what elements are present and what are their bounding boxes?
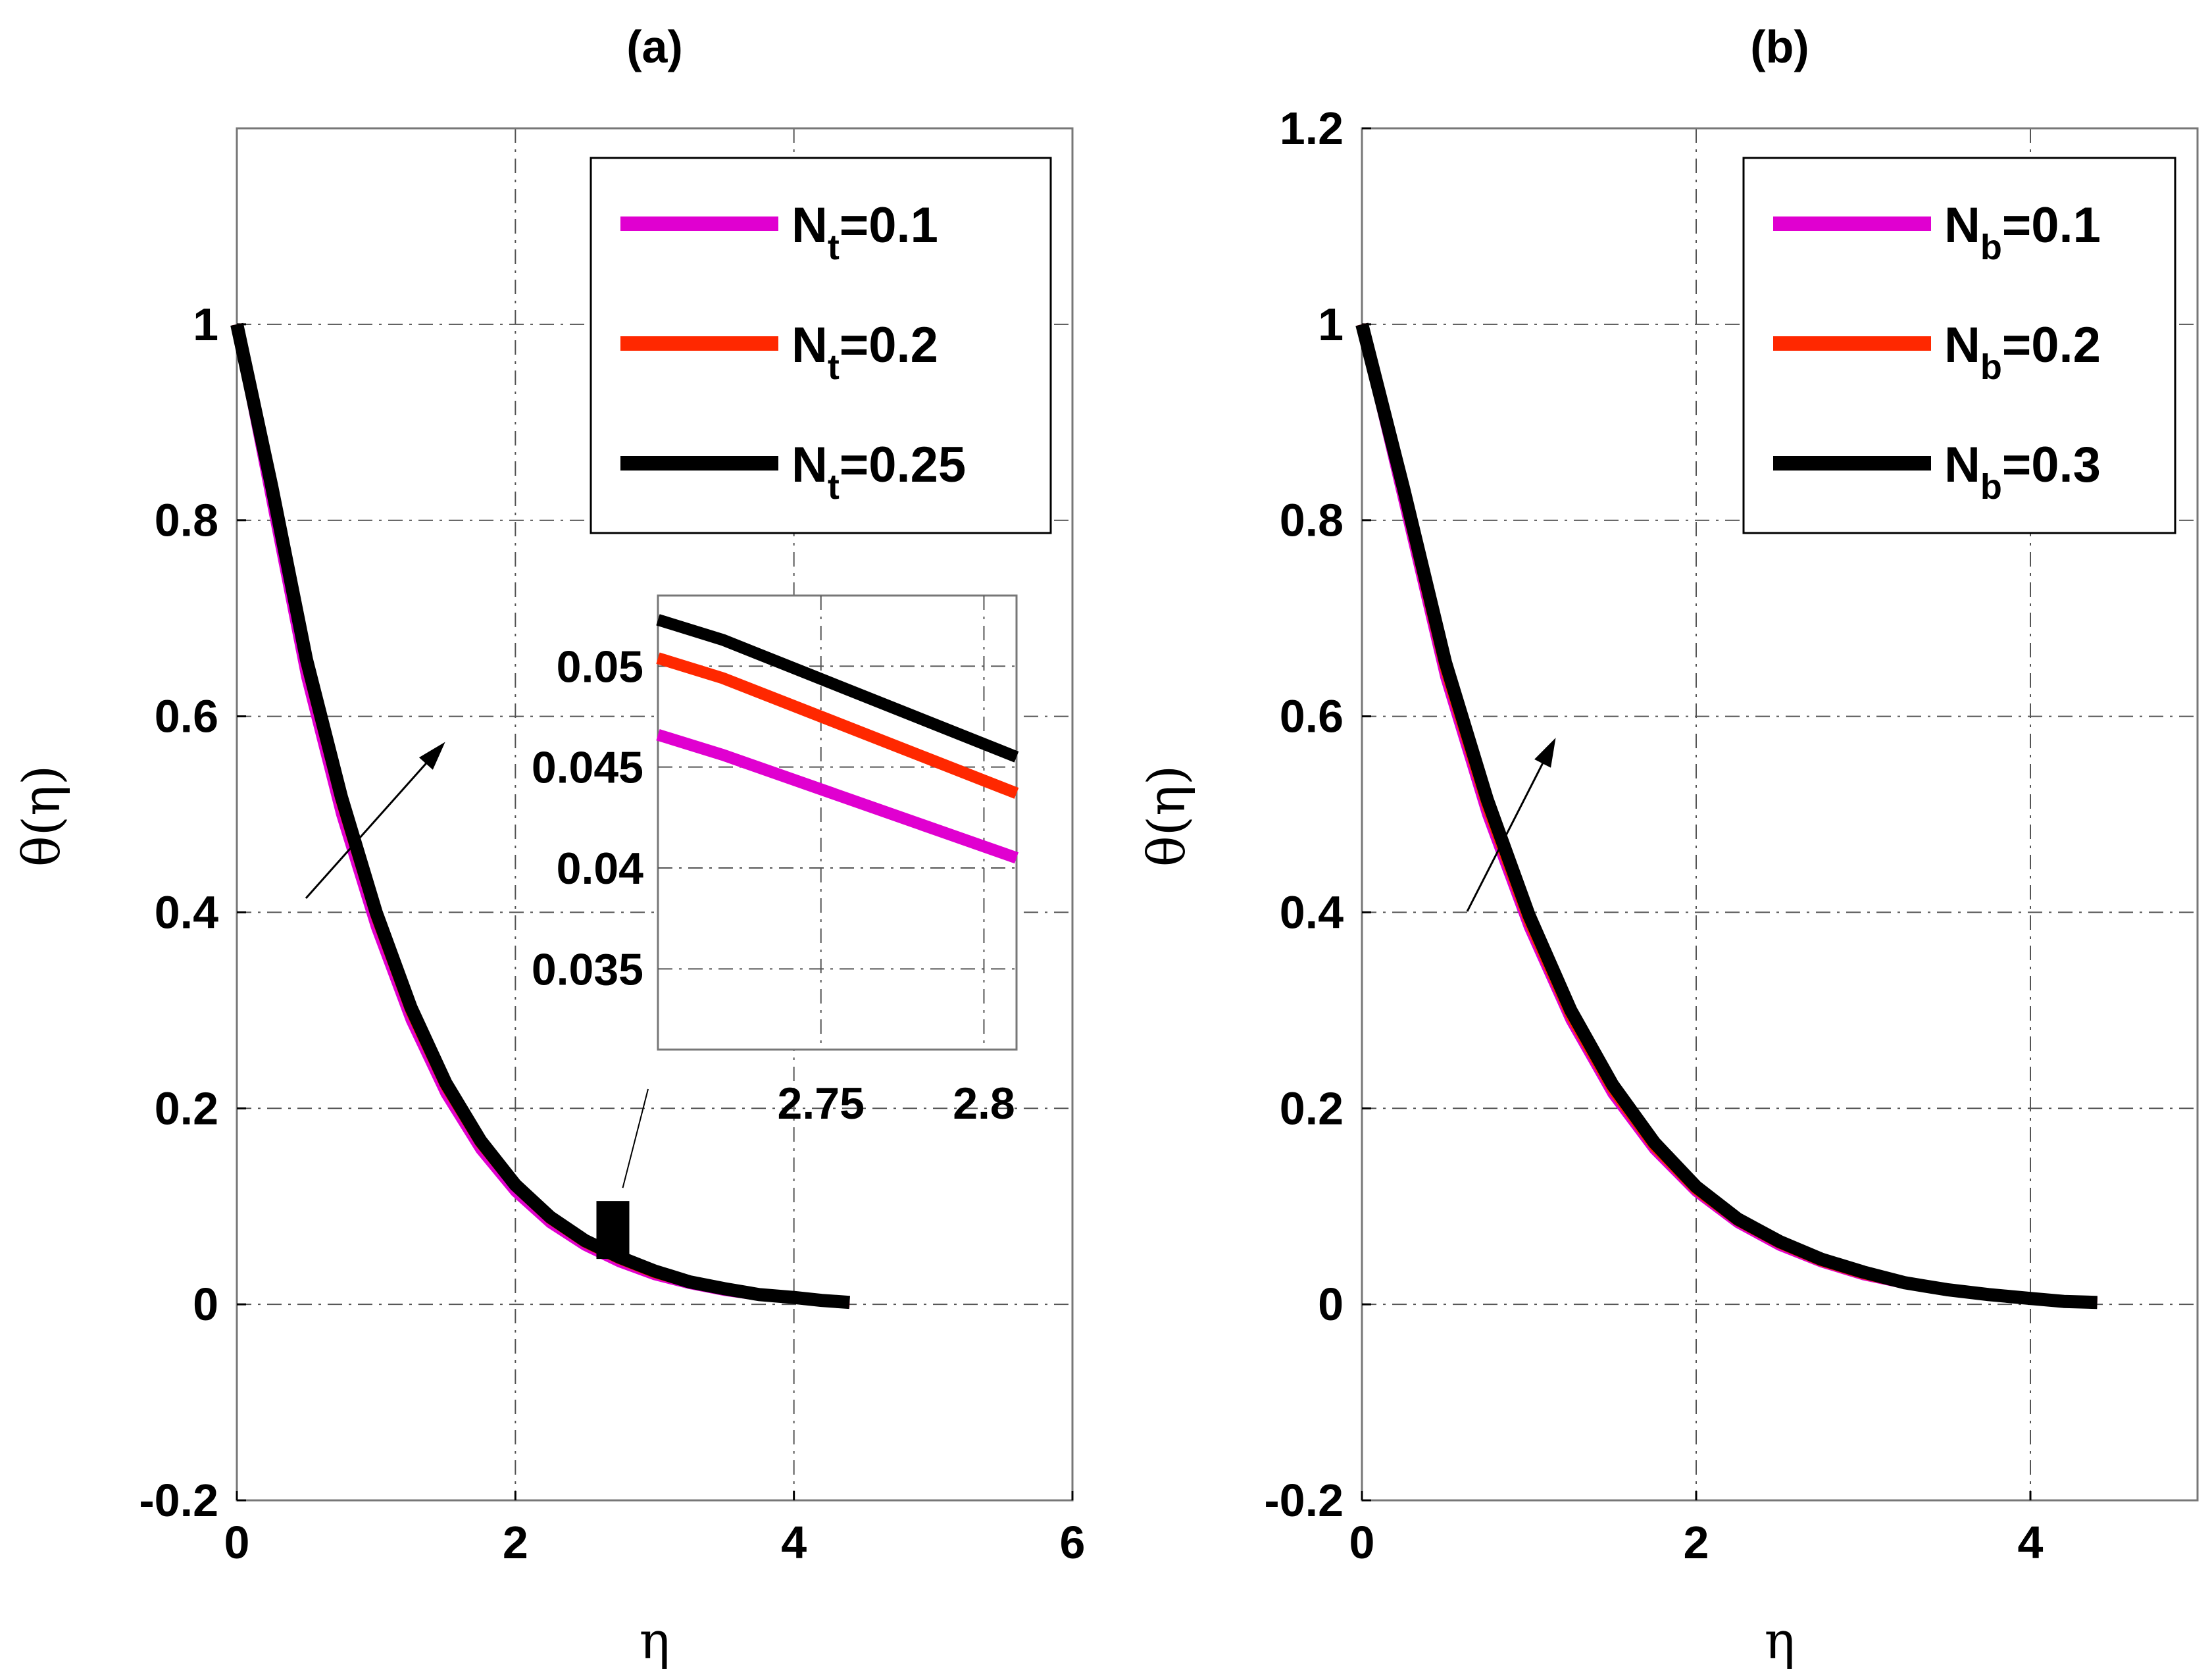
y-tick-label: 0.8 <box>1280 495 1344 546</box>
y-tick-label: 0.2 <box>1280 1082 1344 1134</box>
legend-value: =0.25 <box>840 437 966 493</box>
legend-subscript: b <box>1980 467 2002 507</box>
panel-title: (b) <box>1750 21 1809 72</box>
legend-subscript: t <box>828 347 840 387</box>
y-tick-label: 0 <box>193 1279 218 1330</box>
zoom-connector <box>622 1088 649 1188</box>
legend-label-3: Nt=0.25 <box>792 437 966 507</box>
y-axis-label: θ(η) <box>13 765 72 867</box>
legend-label-2: Nt=0.2 <box>792 317 938 387</box>
legend-N: N <box>1944 437 1980 493</box>
y-tick-label: 0.6 <box>155 691 218 742</box>
axes-frame <box>1361 127 2199 1502</box>
y-tick-label: 1.2 <box>1280 103 1344 154</box>
zoom-marker <box>596 1201 630 1260</box>
inset-frame <box>657 594 1018 1051</box>
legend-N: N <box>1944 197 1980 253</box>
x-axis-label: η <box>640 1612 670 1671</box>
inset-y-tick-label: 0.05 <box>557 642 643 692</box>
legend-subscript: t <box>828 228 840 267</box>
inset-y-tick-label: 0.04 <box>557 844 644 894</box>
legend-value: =0.1 <box>840 197 938 253</box>
y-tick-label: -0.2 <box>1264 1475 1344 1526</box>
legend: Nb=0.1Nb=0.2Nb=0.3 <box>1742 157 2176 534</box>
legend-label-1: Nt=0.1 <box>792 197 938 267</box>
panel-title: (a) <box>626 21 683 72</box>
x-tick-label: 2 <box>503 1517 528 1568</box>
legend-value: =0.3 <box>2002 437 2101 493</box>
inset-series-line-1 <box>656 729 1018 864</box>
legend-N: N <box>792 197 828 253</box>
inset-series-line-2 <box>656 652 1019 799</box>
y-tick-label: 1 <box>1318 299 1344 350</box>
inset-x-tick-label: 2.75 <box>778 1079 865 1129</box>
legend-label-1: Nb=0.1 <box>1944 197 2101 267</box>
y-tick-label: 1 <box>193 299 218 350</box>
y-axis-label: θ(η) <box>1138 765 1197 867</box>
trend-arrow-head <box>418 742 445 770</box>
inset-y-tick-label: 0.045 <box>532 743 643 793</box>
x-tick-label: 0 <box>224 1517 250 1568</box>
trend-arrow <box>305 745 442 899</box>
panel-b: 0 2 4-0.200.20.40.60.811.2(b)ηθ(η)Nb=0.1Nb… <box>1138 21 2199 1671</box>
trend-arrow-head <box>1534 738 1556 768</box>
legend-label-3: Nb=0.3 <box>1944 437 2101 507</box>
legend-N: N <box>792 437 828 493</box>
x-tick-label: 0 <box>1349 1517 1375 1568</box>
x-tick-label: 2 <box>1684 1517 1709 1568</box>
legend-subscript: b <box>1980 347 2002 387</box>
panel-a: 0 2 4 6-0.200.20.40.60.81(a)ηθ(η)Nt=0.1Nt=0… <box>13 21 1085 1671</box>
inset: 2.75 2.8 0.035 0.04 0.045 0.05 <box>532 594 1019 1129</box>
legend-value: =0.2 <box>2002 317 2101 373</box>
y-tick-label: 0.4 <box>155 886 218 938</box>
legend: Nt=0.1Nt=0.2Nt=0.25 <box>590 157 1052 534</box>
legend-value: =0.2 <box>840 317 938 373</box>
inset-x-tick-label: 2.8 <box>953 1079 1015 1129</box>
y-tick-label: 0.2 <box>155 1082 218 1134</box>
series-line-3 <box>230 322 851 1310</box>
x-tick-label: 4 <box>2018 1517 2044 1568</box>
legend-label-2: Nb=0.2 <box>1944 317 2101 387</box>
y-tick-label: 0.4 <box>1280 886 1344 938</box>
legend-subscript: b <box>1980 228 2002 267</box>
y-tick-label: -0.2 <box>139 1475 218 1526</box>
trend-arrow <box>1466 742 1554 912</box>
legend-N: N <box>792 317 828 373</box>
inset-series-line-3 <box>656 614 1019 763</box>
y-tick-label: 0.6 <box>1280 691 1344 742</box>
x-axis-label: η <box>1765 1612 1796 1671</box>
x-tick-label: 6 <box>1060 1517 1086 1568</box>
series-line-3 <box>1355 322 2098 1310</box>
legend-subscript: t <box>828 467 840 507</box>
axes-frame <box>236 127 1074 1502</box>
x-tick-label: 4 <box>781 1517 807 1568</box>
legend-N: N <box>1944 317 1980 373</box>
y-tick-label: 0.8 <box>155 495 218 546</box>
legend-value: =0.1 <box>2002 197 2101 253</box>
y-tick-label: 0 <box>1318 1279 1344 1330</box>
inset-y-tick-label: 0.035 <box>532 944 643 994</box>
